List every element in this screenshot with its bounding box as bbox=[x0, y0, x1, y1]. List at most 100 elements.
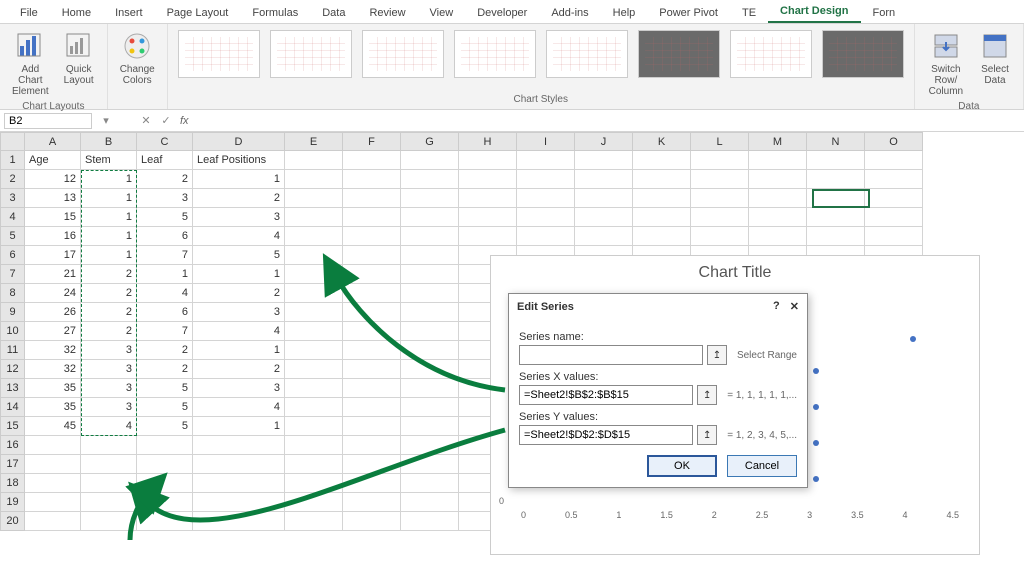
cell-B10[interactable]: 2 bbox=[81, 322, 137, 341]
cell-G17[interactable] bbox=[401, 455, 459, 474]
cell-F7[interactable] bbox=[343, 265, 401, 284]
tab-addins[interactable]: Add-ins bbox=[539, 3, 600, 23]
cell-A16[interactable] bbox=[25, 436, 81, 455]
cell-G12[interactable] bbox=[401, 360, 459, 379]
cell-A13[interactable]: 35 bbox=[25, 379, 81, 398]
cell-F1[interactable] bbox=[343, 151, 401, 170]
row-header-3[interactable]: 3 bbox=[1, 189, 25, 208]
cell-B7[interactable]: 2 bbox=[81, 265, 137, 284]
cell-F16[interactable] bbox=[343, 436, 401, 455]
cell-K2[interactable] bbox=[633, 170, 691, 189]
cell-I2[interactable] bbox=[517, 170, 575, 189]
cell-A12[interactable]: 32 bbox=[25, 360, 81, 379]
cell-B18[interactable] bbox=[81, 474, 137, 493]
cell-E6[interactable] bbox=[285, 246, 343, 265]
column-header-G[interactable]: G bbox=[401, 133, 459, 151]
series-y-range-button[interactable]: ↥ bbox=[697, 425, 717, 445]
cell-L5[interactable] bbox=[691, 227, 749, 246]
cell-F8[interactable] bbox=[343, 284, 401, 303]
cell-J5[interactable] bbox=[575, 227, 633, 246]
cell-E2[interactable] bbox=[285, 170, 343, 189]
cell-O3[interactable] bbox=[865, 189, 923, 208]
enter-formula-icon[interactable]: ✓ bbox=[156, 114, 176, 127]
cell-F18[interactable] bbox=[343, 474, 401, 493]
cell-A20[interactable] bbox=[25, 512, 81, 531]
tab-insert[interactable]: Insert bbox=[103, 3, 155, 23]
cell-B19[interactable] bbox=[81, 493, 137, 512]
formula-input[interactable] bbox=[193, 113, 1024, 129]
cell-G10[interactable] bbox=[401, 322, 459, 341]
cell-G7[interactable] bbox=[401, 265, 459, 284]
row-header-1[interactable]: 1 bbox=[1, 151, 25, 170]
cell-G6[interactable] bbox=[401, 246, 459, 265]
cell-E12[interactable] bbox=[285, 360, 343, 379]
select-data-button[interactable]: Select Data bbox=[975, 28, 1015, 88]
row-header-9[interactable]: 9 bbox=[1, 303, 25, 322]
cell-O2[interactable] bbox=[865, 170, 923, 189]
cell-N5[interactable] bbox=[807, 227, 865, 246]
cell-F12[interactable] bbox=[343, 360, 401, 379]
column-header-E[interactable]: E bbox=[285, 133, 343, 151]
column-header-B[interactable]: B bbox=[81, 133, 137, 151]
row-header-20[interactable]: 20 bbox=[1, 512, 25, 531]
cell-G8[interactable] bbox=[401, 284, 459, 303]
cell-H4[interactable] bbox=[459, 208, 517, 227]
tab-view[interactable]: View bbox=[418, 3, 466, 23]
cell-E5[interactable] bbox=[285, 227, 343, 246]
cell-D3[interactable]: 2 bbox=[193, 189, 285, 208]
row-header-4[interactable]: 4 bbox=[1, 208, 25, 227]
cell-F20[interactable] bbox=[343, 512, 401, 531]
cell-L4[interactable] bbox=[691, 208, 749, 227]
cell-G15[interactable] bbox=[401, 417, 459, 436]
cell-B3[interactable]: 1 bbox=[81, 189, 137, 208]
cell-E3[interactable] bbox=[285, 189, 343, 208]
cell-K5[interactable] bbox=[633, 227, 691, 246]
cell-D13[interactable]: 3 bbox=[193, 379, 285, 398]
chart-style-8[interactable] bbox=[822, 30, 904, 78]
cell-H2[interactable] bbox=[459, 170, 517, 189]
cell-B6[interactable]: 1 bbox=[81, 246, 137, 265]
cell-I5[interactable] bbox=[517, 227, 575, 246]
cell-I4[interactable] bbox=[517, 208, 575, 227]
cell-M5[interactable] bbox=[749, 227, 807, 246]
cell-D16[interactable] bbox=[193, 436, 285, 455]
cell-A9[interactable]: 26 bbox=[25, 303, 81, 322]
add-chart-element-button[interactable]: Add Chart Element bbox=[8, 28, 53, 99]
cell-C7[interactable]: 1 bbox=[137, 265, 193, 284]
tab-help[interactable]: Help bbox=[601, 3, 648, 23]
cell-A14[interactable]: 35 bbox=[25, 398, 81, 417]
cell-C18[interactable] bbox=[137, 474, 193, 493]
cell-C4[interactable]: 5 bbox=[137, 208, 193, 227]
row-header-13[interactable]: 13 bbox=[1, 379, 25, 398]
cell-D19[interactable] bbox=[193, 493, 285, 512]
cell-F15[interactable] bbox=[343, 417, 401, 436]
tab-formulas[interactable]: Formulas bbox=[240, 3, 310, 23]
cell-A7[interactable]: 21 bbox=[25, 265, 81, 284]
cell-D8[interactable]: 2 bbox=[193, 284, 285, 303]
cell-F19[interactable] bbox=[343, 493, 401, 512]
cell-D1[interactable]: Leaf Positions bbox=[193, 151, 285, 170]
ok-button[interactable]: OK bbox=[647, 455, 717, 477]
column-header-O[interactable]: O bbox=[865, 133, 923, 151]
chart-title[interactable]: Chart Title bbox=[491, 256, 979, 290]
cell-A5[interactable]: 16 bbox=[25, 227, 81, 246]
quick-layout-button[interactable]: Quick Layout bbox=[59, 28, 99, 88]
cell-E19[interactable] bbox=[285, 493, 343, 512]
column-header-F[interactable]: F bbox=[343, 133, 401, 151]
chart-style-2[interactable] bbox=[270, 30, 352, 78]
cell-D12[interactable]: 2 bbox=[193, 360, 285, 379]
row-header-12[interactable]: 12 bbox=[1, 360, 25, 379]
cell-A17[interactable] bbox=[25, 455, 81, 474]
cell-G5[interactable] bbox=[401, 227, 459, 246]
column-header-A[interactable]: A bbox=[25, 133, 81, 151]
cell-C17[interactable] bbox=[137, 455, 193, 474]
cell-B16[interactable] bbox=[81, 436, 137, 455]
cell-C11[interactable]: 2 bbox=[137, 341, 193, 360]
chart-style-6[interactable] bbox=[638, 30, 720, 78]
cell-B4[interactable]: 1 bbox=[81, 208, 137, 227]
cell-L2[interactable] bbox=[691, 170, 749, 189]
column-header-C[interactable]: C bbox=[137, 133, 193, 151]
chart-style-5[interactable] bbox=[546, 30, 628, 78]
cell-E14[interactable] bbox=[285, 398, 343, 417]
cell-G1[interactable] bbox=[401, 151, 459, 170]
